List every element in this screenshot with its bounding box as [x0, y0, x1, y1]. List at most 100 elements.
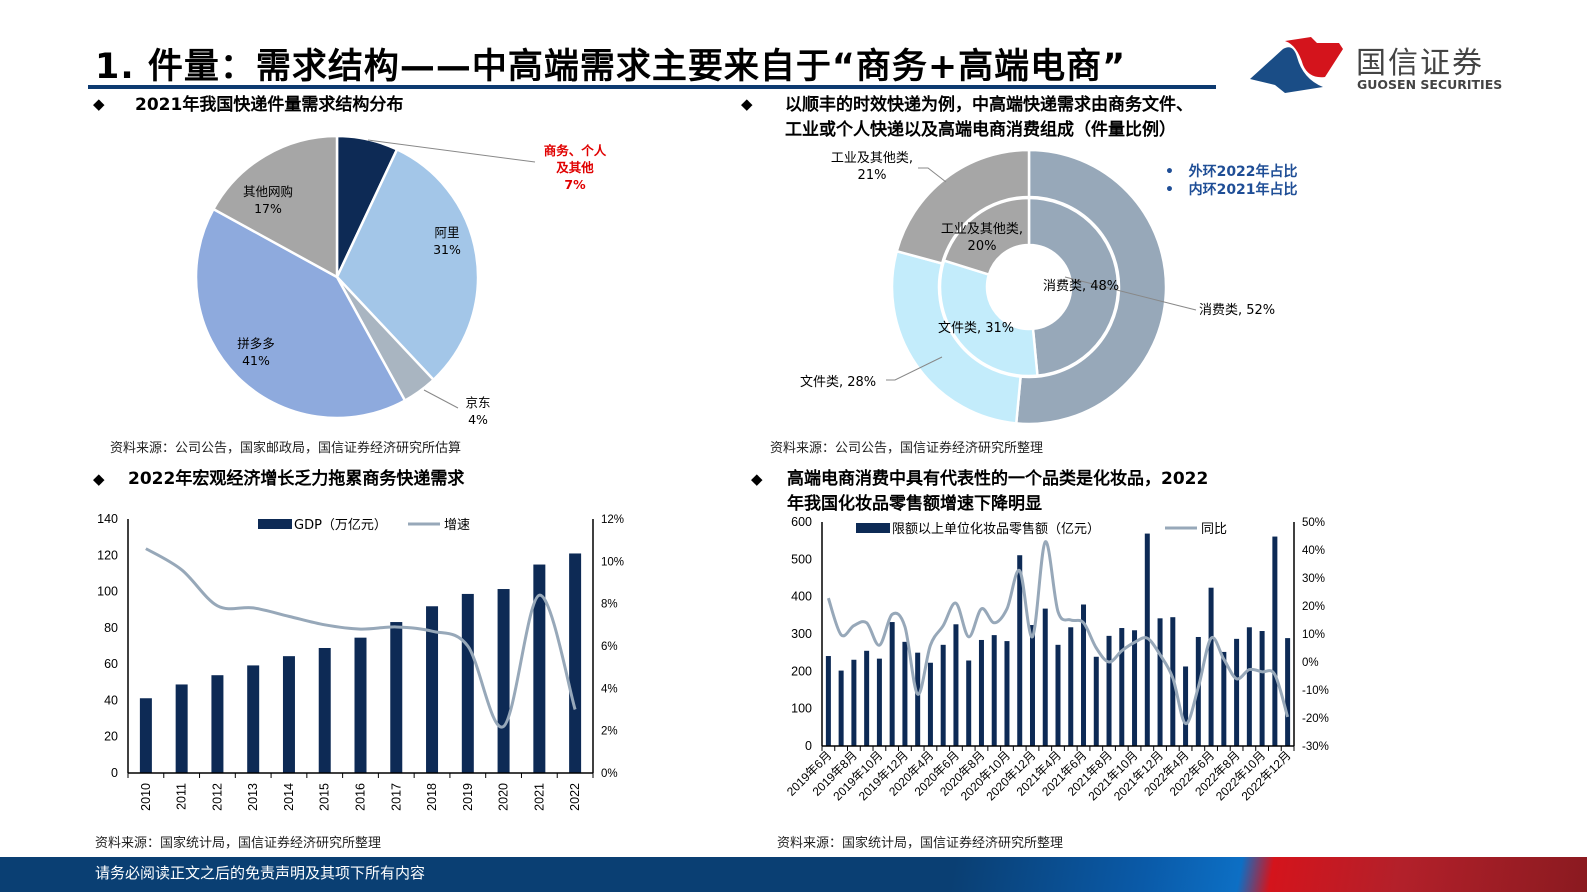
- bar: [175, 684, 188, 773]
- leader-line: [1064, 276, 1197, 311]
- bullet-diamond-icon: ◆: [93, 95, 105, 113]
- page-title: 1. 件量：需求结构——中高端需求主要来自于“商务+高端电商”: [95, 47, 1127, 87]
- y-tick-label: 100: [97, 585, 118, 599]
- legend-bar-swatch: [258, 519, 292, 529]
- bar: [851, 659, 857, 746]
- y2-tick-label: 4%: [601, 683, 618, 695]
- x-tick-label: 2018: [425, 783, 439, 811]
- panel2-title: 以顺丰的时效快递为例，中高端快递需求由商务文件、 工业或个人快递以及高端电商消费组…: [785, 95, 1193, 140]
- pie-label-ali: 阿里 31%: [433, 225, 461, 257]
- y2-tick-label: 2%: [601, 726, 618, 738]
- y2-tick-label: 12%: [601, 514, 624, 526]
- bar: [282, 656, 295, 773]
- title-underline: [88, 85, 1216, 89]
- bar: [461, 593, 474, 773]
- x-tick-label: 2010: [139, 783, 153, 811]
- x-tick-label: 2016: [354, 783, 368, 811]
- panel1-source: 资料来源：公司公告，国家邮政局，国信证券经济研究所估算: [110, 441, 462, 456]
- donut-label-inner-document: 文件类, 31%: [938, 321, 1015, 336]
- bar: [569, 553, 582, 773]
- bar: [1093, 656, 1099, 746]
- bar: [966, 660, 972, 746]
- bar: [1221, 651, 1227, 746]
- bar: [247, 665, 260, 773]
- leader-line: [918, 167, 947, 183]
- pie-label-pdd: 拼多多 41%: [237, 336, 275, 368]
- y-tick-label: 140: [97, 512, 118, 526]
- legend-outer: • 外环2022年占比: [1165, 164, 1298, 180]
- y-tick-label: 500: [791, 552, 812, 566]
- y2-tick-label: 50%: [1302, 517, 1325, 529]
- bar: [978, 639, 984, 746]
- y-tick-label: 600: [791, 515, 812, 529]
- bar: [1042, 608, 1048, 746]
- y2-tick-label: 0%: [601, 768, 618, 780]
- pie-slice: [194, 207, 407, 420]
- bar: [889, 622, 895, 746]
- legend-inner: • 内环2021年占比: [1165, 182, 1298, 198]
- bar: [876, 658, 882, 746]
- panel4-title: 高端电商消费中具有代表性的一个品类是化妆品，2022 年我国化妆品零售额增速下降明…: [787, 469, 1209, 514]
- y2-tick-label: -20%: [1302, 713, 1329, 725]
- guosen-logo: [1245, 35, 1345, 101]
- y2-tick-label: -30%: [1302, 741, 1329, 753]
- y-tick-label: 20: [104, 730, 118, 744]
- footer-disclaimer: 请务必阅读正文之后的免责声明及其项下所有内容: [95, 864, 426, 882]
- bar: [1081, 604, 1087, 746]
- bar: [211, 675, 224, 773]
- donut-label-inner-consumer: 消费类, 48%: [1043, 279, 1120, 294]
- bar: [1183, 666, 1189, 746]
- bar: [1055, 644, 1061, 746]
- y-tick-label: 120: [97, 548, 118, 562]
- bullet-diamond-icon: ◆: [751, 470, 763, 488]
- bar: [426, 606, 439, 773]
- bar: [354, 637, 367, 773]
- bar: [139, 698, 152, 773]
- y-tick-label: 100: [791, 702, 812, 716]
- x-tick-label: 2014: [282, 783, 296, 811]
- y2-tick-label: 20%: [1302, 601, 1325, 613]
- y2-tick-label: 0%: [1302, 657, 1319, 669]
- pie-slice: [335, 147, 480, 382]
- bar: [1017, 555, 1023, 746]
- x-tick-label: 2022: [568, 783, 582, 811]
- bar: [927, 662, 933, 746]
- panel3-title: 2022年宏观经济增长乏力拖累商务快递需求: [128, 469, 465, 489]
- bar: [318, 647, 331, 773]
- bar: [1068, 627, 1074, 746]
- legend-line-label: 增速: [444, 518, 470, 533]
- logo-text-en: GUOSEN SECURITIES: [1357, 77, 1503, 92]
- bar: [825, 656, 831, 746]
- y2-tick-label: 30%: [1302, 573, 1325, 585]
- pie-label-other: 其他网购 17%: [242, 184, 293, 216]
- donut-label-inner-industry: 工业及其他类, 20%: [940, 222, 1024, 254]
- growth-line: [826, 540, 1290, 726]
- logo-mark-icon: [1250, 37, 1343, 93]
- donut-inner-slice: [942, 196, 1031, 277]
- y2-tick-label: 8%: [601, 599, 618, 611]
- bar: [1106, 635, 1112, 746]
- x-tick-label: 2013: [246, 783, 260, 811]
- pie-label-business: 商务、个人 及其他 7%: [543, 143, 607, 192]
- y-tick-label: 400: [791, 590, 812, 604]
- bar: [1259, 631, 1265, 746]
- x-tick-label: 2012: [210, 783, 224, 811]
- panel2-source: 资料来源：公司公告，国信证券经济研究所整理: [770, 441, 1044, 456]
- bar: [1119, 628, 1125, 746]
- y-tick-label: 0: [111, 766, 118, 780]
- legend-line-label: 同比: [1201, 522, 1227, 537]
- bar: [390, 622, 403, 773]
- x-tick-label: 2015: [318, 783, 332, 811]
- bar: [1246, 627, 1252, 746]
- x-tick-label: 2011: [175, 783, 189, 810]
- donut-label-outer-consumer: 消费类, 52%: [1199, 303, 1276, 318]
- bar: [838, 670, 844, 746]
- x-tick-label: 2021: [532, 783, 546, 811]
- logo-text-cn: 国信证券: [1356, 46, 1484, 81]
- footer-bar: [0, 857, 1587, 892]
- y2-tick-label: -10%: [1302, 685, 1329, 697]
- bar: [991, 635, 997, 746]
- leader-line: [367, 139, 536, 163]
- bar: [1029, 625, 1035, 746]
- y-tick-label: 80: [104, 621, 118, 635]
